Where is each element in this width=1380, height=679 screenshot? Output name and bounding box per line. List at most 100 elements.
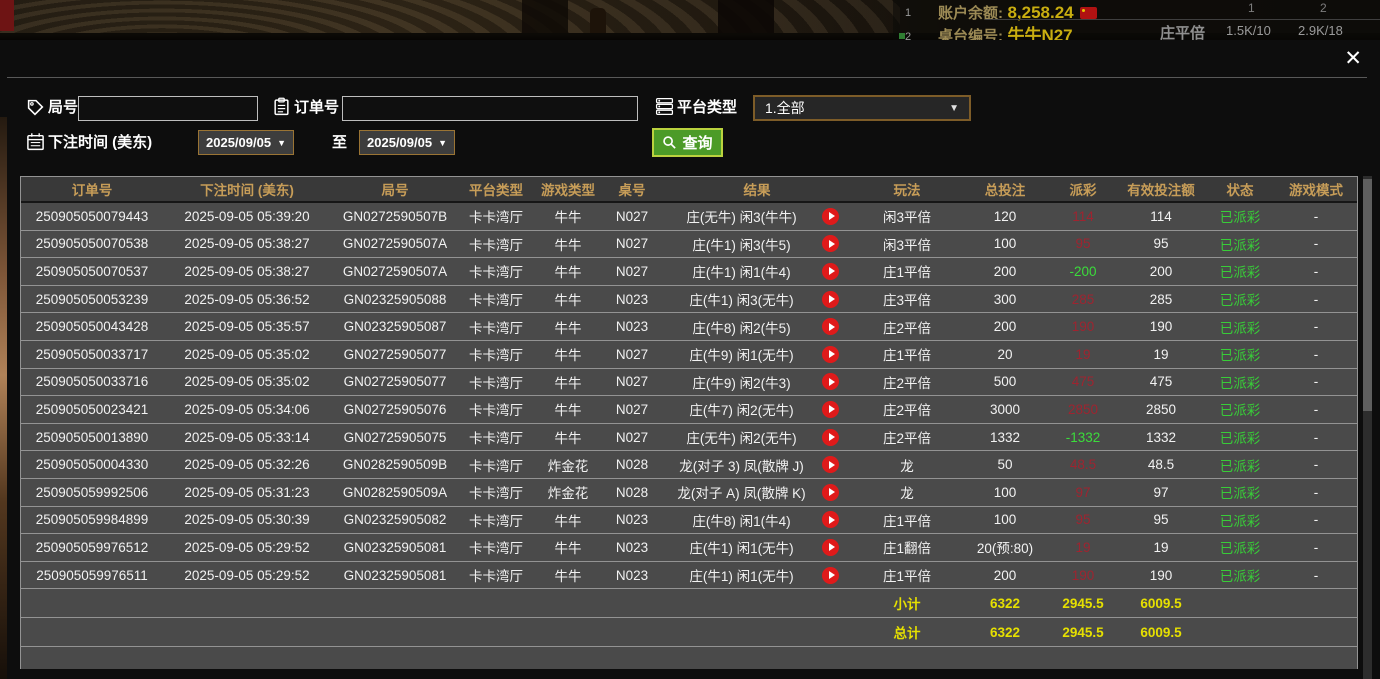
cell-total-bet: 100 [993,236,1017,252]
cell-status: 已派彩 [1219,486,1261,502]
cell-bet-time: 2025-09-05 05:39:20 [184,208,310,224]
scrollbar-thumb[interactable] [1363,179,1372,411]
result-text: 庄(牛1) 闲1(无牛) [689,569,794,585]
play-replay-icon[interactable] [822,566,839,584]
cell-empty [459,589,533,617]
cell-total-bet: 20(预:80) [976,541,1034,557]
result-text: 庄(牛1) 闲3(牛5) [692,237,791,253]
cell-table-no: N023 [615,512,649,528]
cell-order-id: 250905059976512 [35,539,149,555]
cell-round-id: GN02725905075 [343,429,447,445]
cell-bet-time: 2025-09-05 05:32:26 [184,457,310,473]
cell-platform: 卡卡湾厅 [469,458,523,474]
close-button[interactable]: ✕ [1344,47,1362,70]
cell-play: 闲3平倍 [882,210,931,226]
play-replay-icon[interactable] [822,483,839,501]
play-replay-icon[interactable] [822,235,839,253]
result-text: 庄(牛7) 闲2(无牛) [689,403,794,419]
cell-status: 已派彩 [1219,541,1261,557]
date-to-picker[interactable]: 2025/09/05 ▼ [359,130,455,155]
cell-result: 龙(对子 A) 凤(散牌 K) [661,479,853,506]
result-text: 龙(对子 A) 凤(散牌 K) [677,486,806,502]
cell-play: 庄1翻倍 [882,541,931,557]
cell-round-id: GN0272590507A [342,236,448,252]
column-header: 状态 [1226,183,1254,198]
cell-empty [603,618,661,646]
cell-bet-time: 2025-09-05 05:34:06 [184,401,310,417]
cell-order-id: 250905050013890 [35,429,149,445]
limit-col-1: 1 [1248,1,1255,15]
cell-payout: 190 [1071,567,1095,583]
cell-empty [1205,589,1275,617]
table-number-label: 桌台编号: [938,28,1003,40]
cell-empty [21,589,163,617]
cell-bet-time: 2025-09-05 05:38:27 [184,263,310,279]
cell-status: 已派彩 [1219,348,1261,364]
cell-empty [533,589,603,617]
cell-empty [1205,618,1275,646]
order-id-input[interactable] [342,96,638,121]
cell-round-id: GN02325905087 [343,319,447,335]
cell-table-no: N027 [615,401,649,417]
column-header: 结果 [743,183,771,198]
play-replay-icon[interactable] [822,207,839,225]
result-text: 庄(无牛) 闲3(牛牛) [686,210,797,226]
cell-play: 庄2平倍 [882,403,931,419]
play-replay-icon[interactable] [822,262,839,280]
cell-game-mode: - [1313,457,1319,473]
play-replay-icon[interactable] [822,345,839,363]
cell-result: 庄(牛1) 闲1(牛4) [661,258,853,285]
cell-status: 已派彩 [1219,320,1261,336]
cell-play: 龙 [900,458,914,474]
round-id-input[interactable] [78,96,258,121]
cell-order-id: 250905050070537 [35,263,149,279]
play-replay-icon[interactable] [822,428,839,446]
background-sliver [0,117,7,679]
cell-round-id: GN0272590507A [342,263,448,279]
table-number: 桌台编号: 牛牛N27 [938,21,1073,40]
table-row-empty [21,647,1357,670]
cell-game-mode: - [1313,539,1319,555]
platform-type-select[interactable]: 1.全部 ▼ [753,95,971,121]
cell-empty [459,618,533,646]
subtotal-row-total-bet: 6322 [989,595,1021,611]
column-header: 游戏模式 [1289,183,1343,198]
cell-game-mode: - [1313,346,1319,362]
play-replay-icon[interactable] [822,373,839,391]
order-id-label: 订单号 [294,99,340,116]
cell-valid-bet: 48.5 [1147,457,1175,473]
query-button[interactable]: 查询 [652,128,723,157]
play-replay-icon[interactable] [822,511,839,529]
cell-table-no: N028 [615,457,649,473]
cell-game-mode: - [1313,236,1319,252]
cell-empty [21,618,163,646]
play-replay-icon[interactable] [822,318,839,336]
cell-table-no: N027 [615,236,649,252]
cell-platform: 卡卡湾厅 [469,513,523,529]
cell-platform: 卡卡湾厅 [469,237,523,253]
cell-result: 庄(牛1) 闲1(无牛) [661,534,853,561]
play-replay-icon[interactable] [822,290,839,308]
result-text: 庄(牛8) 闲2(牛5) [692,320,791,336]
table-scrollbar[interactable] [1363,176,1372,679]
bet-time-label: 下注时间 (美东) [48,134,153,151]
limit-value-2: 2.9K/18 [1298,23,1343,38]
lobby-row-number-1: 1 [905,7,912,19]
date-from-picker[interactable]: 2025/09/05 ▼ [198,130,294,155]
cell-empty [603,589,661,617]
play-replay-icon[interactable] [822,538,839,556]
cell-payout: 2850 [1067,401,1099,417]
china-flag-icon [1079,7,1097,19]
cell-platform: 卡卡湾厅 [469,375,523,391]
cell-round-id: GN02325905081 [343,539,447,555]
subtotal-row-label: 小计 [893,597,921,613]
cell-payout: 97 [1075,484,1091,500]
account-panel [893,0,1380,40]
cell-status: 已派彩 [1219,293,1261,309]
play-replay-icon[interactable] [822,400,839,418]
play-replay-icon[interactable] [822,456,839,474]
cell-order-id: 250905050043428 [35,319,149,335]
column-header: 订单号 [71,183,113,198]
cell-platform: 卡卡湾厅 [469,541,523,557]
cell-valid-bet: 95 [1153,512,1169,528]
